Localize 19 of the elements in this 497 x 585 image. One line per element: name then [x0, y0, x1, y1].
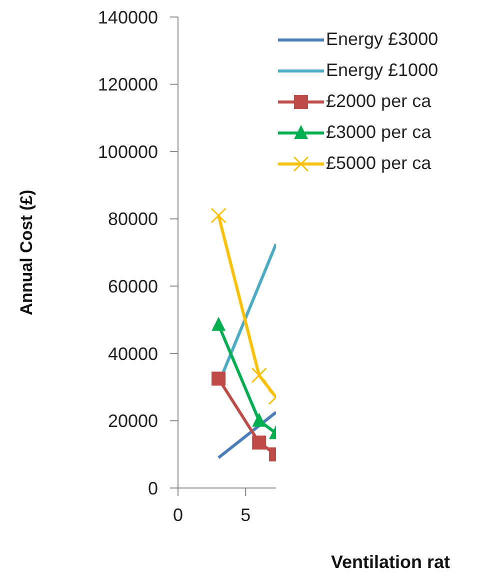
y-tick-label: 120000 — [98, 74, 158, 95]
y-tick-label: 60000 — [108, 276, 158, 297]
x-tick-label: 5 — [240, 504, 251, 525]
y-tick-label: 20000 — [108, 411, 158, 432]
point — [212, 316, 226, 331]
point — [210, 208, 226, 224]
legend-label: £3000 per ca — [326, 122, 432, 143]
y-tick-label: 100000 — [98, 142, 158, 162]
x-axis-title: Ventilation rat — [331, 552, 450, 572]
point — [212, 372, 226, 386]
y-tick-label: 140000 — [98, 7, 158, 28]
legend-label: Energy £3000 — [326, 29, 438, 50]
legend-label: Energy £1000 — [326, 60, 438, 81]
y-tick-label: 80000 — [108, 209, 158, 230]
y-axis-title: Annual Cost (£) — [17, 190, 36, 316]
y-tick-label: 0 — [148, 478, 158, 498]
y-tick-label: 40000 — [108, 344, 158, 364]
legend-label: £5000 per ca — [326, 153, 432, 174]
legend-label: £2000 per ca — [326, 91, 432, 112]
